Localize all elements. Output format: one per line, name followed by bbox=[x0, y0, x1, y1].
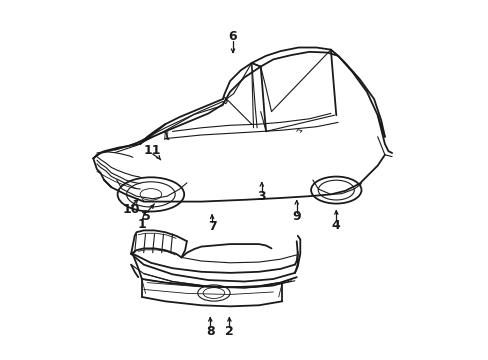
Text: 7: 7 bbox=[207, 220, 216, 233]
Text: 6: 6 bbox=[228, 30, 237, 42]
Text: 1: 1 bbox=[137, 218, 146, 231]
Text: 8: 8 bbox=[205, 325, 214, 338]
Text: 11: 11 bbox=[143, 144, 161, 157]
Text: 4: 4 bbox=[331, 219, 340, 231]
Text: 9: 9 bbox=[292, 210, 301, 223]
Text: 2: 2 bbox=[224, 325, 233, 338]
Text: 5: 5 bbox=[142, 210, 151, 222]
Text: 3: 3 bbox=[257, 190, 265, 203]
Text: 10: 10 bbox=[122, 203, 140, 216]
